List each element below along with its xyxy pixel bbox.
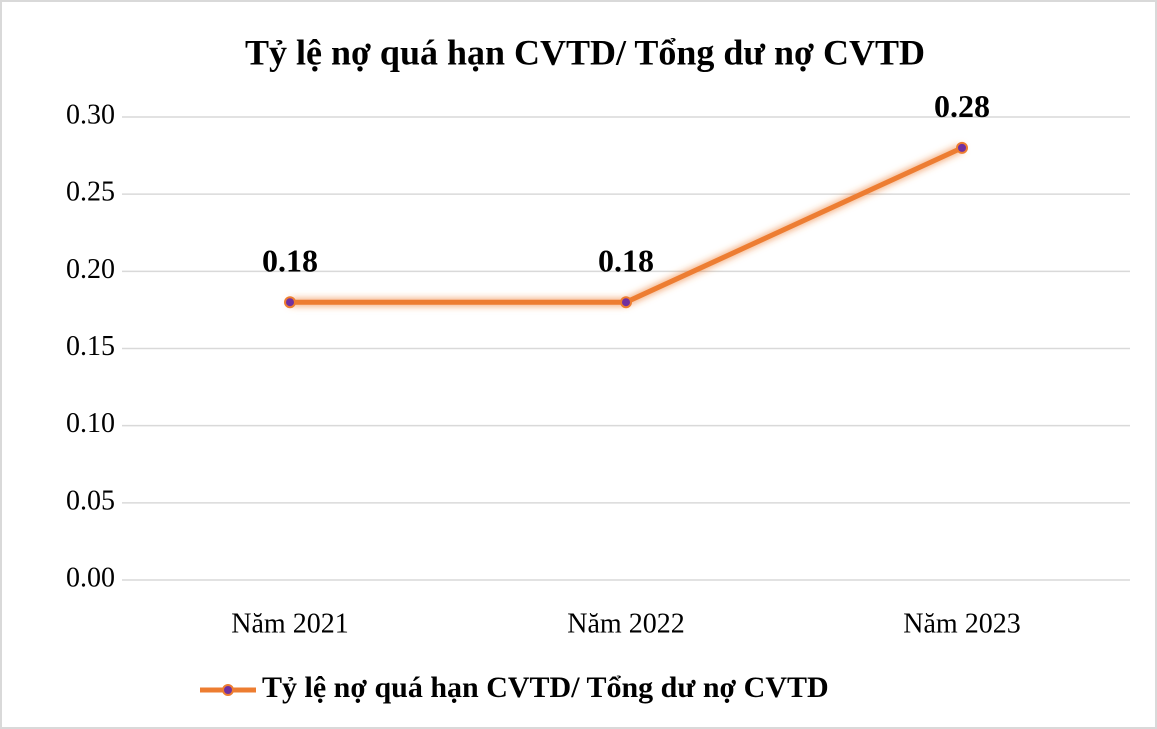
point <box>620 296 632 309</box>
y-tick-label: 0.05 <box>66 485 115 516</box>
y-tick-label: 0.25 <box>66 177 115 208</box>
x-tick-label: Năm 2023 <box>903 608 1020 639</box>
y-tick-label: 0.30 <box>66 99 115 130</box>
x-tick-label: Năm 2021 <box>231 608 348 639</box>
point <box>956 141 968 154</box>
data-label: 0.18 <box>262 243 318 279</box>
x-tick-label: Năm 2022 <box>567 608 684 639</box>
y-tick-label: 0.20 <box>66 254 115 285</box>
legend-marker <box>222 684 234 696</box>
data-label: 0.18 <box>598 243 654 279</box>
y-tick-label: 0.00 <box>66 562 115 593</box>
point <box>284 296 296 309</box>
y-tick-label: 0.15 <box>66 331 115 362</box>
legend-label: Tỷ lệ nợ quá hạn CVTD/ Tổng dư nợ CVTD <box>262 671 829 704</box>
chart-title: Tỷ lệ nợ quá hạn CVTD/ Tổng dư nợ CVTD <box>245 32 925 72</box>
data-label: 0.28 <box>934 88 990 124</box>
y-tick-label: 0.10 <box>66 408 115 439</box>
